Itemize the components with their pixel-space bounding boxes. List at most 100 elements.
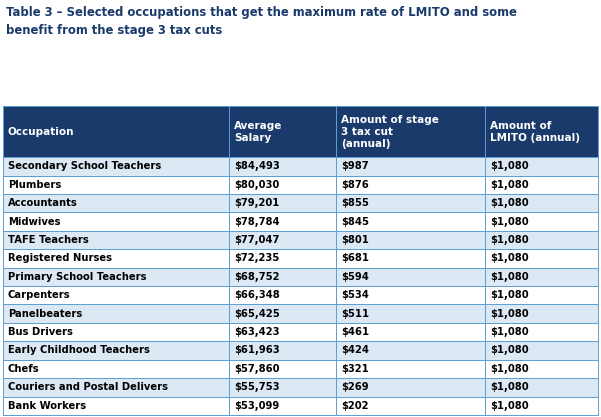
Bar [485,157,598,176]
Text: $1,080: $1,080 [490,346,528,356]
Bar [485,304,598,323]
Bar [3,249,229,268]
Text: $1,080: $1,080 [490,290,528,300]
Bar [229,106,336,157]
Text: $511: $511 [341,309,369,319]
Text: $202: $202 [341,401,368,411]
Bar [336,286,485,304]
Bar [336,397,485,415]
Text: $80,030: $80,030 [234,180,279,190]
Text: $424: $424 [341,346,369,356]
Text: $461: $461 [341,327,369,337]
Bar [229,249,336,268]
Text: $53,099: $53,099 [234,401,279,411]
Text: Average
Salary: Average Salary [234,121,282,143]
Bar [229,360,336,378]
Bar [3,360,229,378]
Text: TAFE Teachers: TAFE Teachers [8,235,88,245]
Bar [3,397,229,415]
Text: $845: $845 [341,217,369,227]
Text: Occupation: Occupation [8,127,75,137]
Text: $1,080: $1,080 [490,235,528,245]
Bar [336,360,485,378]
Bar [3,341,229,360]
Text: Amount of
LMITO (annual): Amount of LMITO (annual) [490,121,580,143]
Text: $1,080: $1,080 [490,327,528,337]
Text: Bus Drivers: Bus Drivers [8,327,73,337]
Text: $68,752: $68,752 [234,272,279,282]
Bar [3,231,229,249]
Bar [336,176,485,194]
Bar [229,213,336,231]
Bar [336,268,485,286]
Bar [3,286,229,304]
Text: Table 3 – Selected occupations that get the maximum rate of LMITO and some
benef: Table 3 – Selected occupations that get … [6,6,517,37]
Bar [485,106,598,157]
Bar [336,194,485,213]
Text: Registered Nurses: Registered Nurses [8,254,112,264]
Bar [336,157,485,176]
Text: Bank Workers: Bank Workers [8,401,86,411]
Text: $65,425: $65,425 [234,309,279,319]
Bar [229,157,336,176]
Text: $1,080: $1,080 [490,217,528,227]
Bar [485,249,598,268]
Bar [485,176,598,194]
Text: Panelbeaters: Panelbeaters [8,309,82,319]
Text: $72,235: $72,235 [234,254,279,264]
Bar [485,231,598,249]
Text: $77,047: $77,047 [234,235,279,245]
Bar [229,176,336,194]
Bar [336,213,485,231]
Bar [3,213,229,231]
Text: $1,080: $1,080 [490,161,528,171]
Text: Secondary School Teachers: Secondary School Teachers [8,161,161,171]
Text: $66,348: $66,348 [234,290,279,300]
Text: $321: $321 [341,364,369,374]
Text: $987: $987 [341,161,368,171]
Bar [229,286,336,304]
Bar [336,106,485,157]
Bar [485,268,598,286]
Bar [336,341,485,360]
Text: $876: $876 [341,180,369,190]
Text: Carpenters: Carpenters [8,290,70,300]
Bar [229,231,336,249]
Text: $681: $681 [341,254,369,264]
Text: Amount of stage
3 tax cut
(annual): Amount of stage 3 tax cut (annual) [341,115,439,149]
Text: $534: $534 [341,290,369,300]
Bar [336,231,485,249]
Text: $269: $269 [341,382,368,392]
Text: $79,201: $79,201 [234,198,279,208]
Bar [229,378,336,397]
Text: $1,080: $1,080 [490,401,528,411]
Text: $57,860: $57,860 [234,364,279,374]
Text: Plumbers: Plumbers [8,180,61,190]
Bar [3,323,229,341]
Bar [3,194,229,213]
Text: $63,423: $63,423 [234,327,279,337]
Bar [229,268,336,286]
Text: $84,493: $84,493 [234,161,279,171]
Text: $78,784: $78,784 [234,217,279,227]
Bar [485,397,598,415]
Text: $55,753: $55,753 [234,382,279,392]
Text: $1,080: $1,080 [490,254,528,264]
Text: $855: $855 [341,198,369,208]
Text: $594: $594 [341,272,369,282]
Bar [336,249,485,268]
Text: Midwives: Midwives [8,217,60,227]
Text: $1,080: $1,080 [490,272,528,282]
Bar [3,106,229,157]
Bar [485,286,598,304]
Bar [485,378,598,397]
Text: Accountants: Accountants [8,198,78,208]
Text: Early Childhood Teachers: Early Childhood Teachers [8,346,150,356]
Bar [3,304,229,323]
Text: $61,963: $61,963 [234,346,279,356]
Bar [485,323,598,341]
Bar [336,323,485,341]
Text: $1,080: $1,080 [490,180,528,190]
Bar [336,378,485,397]
Bar [485,213,598,231]
